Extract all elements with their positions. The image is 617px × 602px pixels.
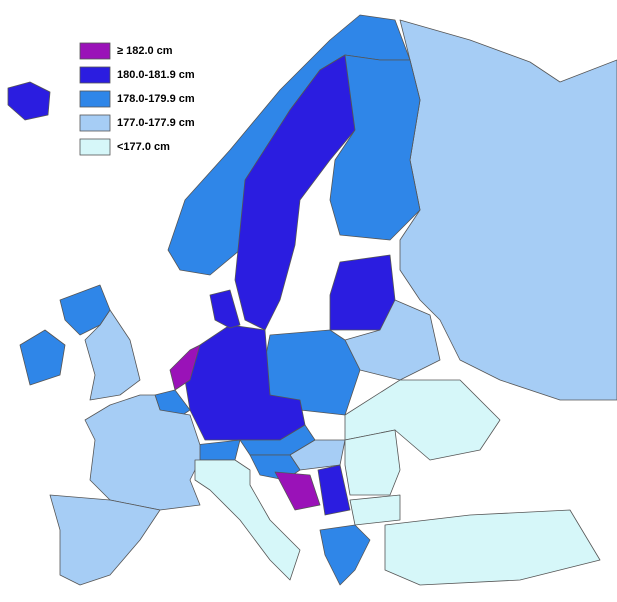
legend-swatch [79,114,111,132]
country [349,494,401,526]
legend-swatch [79,138,111,156]
legend-label: ≥ 182.0 cm [117,45,173,57]
country [169,344,201,391]
country [19,329,66,386]
legend: ≥ 182.0 cm 180.0-181.9 cm 178.0-179.9 cm 17… [79,42,195,156]
legend-label: 178.0-179.9 cm [117,93,195,105]
legend-swatch [79,90,111,108]
country [317,464,351,516]
legend-swatch [79,66,111,84]
country [59,284,111,336]
legend-label: 180.0-181.9 cm [117,69,195,81]
country [274,471,321,511]
country [194,459,301,581]
country [194,439,241,461]
country [7,81,51,121]
country [384,509,601,586]
country [344,429,401,496]
legend-label: 177.0-177.9 cm [117,117,195,129]
country [84,309,141,401]
countries [7,14,617,586]
country [234,54,356,331]
legend-swatch [79,42,111,60]
country [209,289,241,329]
country [329,54,421,241]
country [344,299,441,381]
legend-label: <177.0 cm [117,141,170,153]
country [319,524,371,586]
country [49,494,161,586]
